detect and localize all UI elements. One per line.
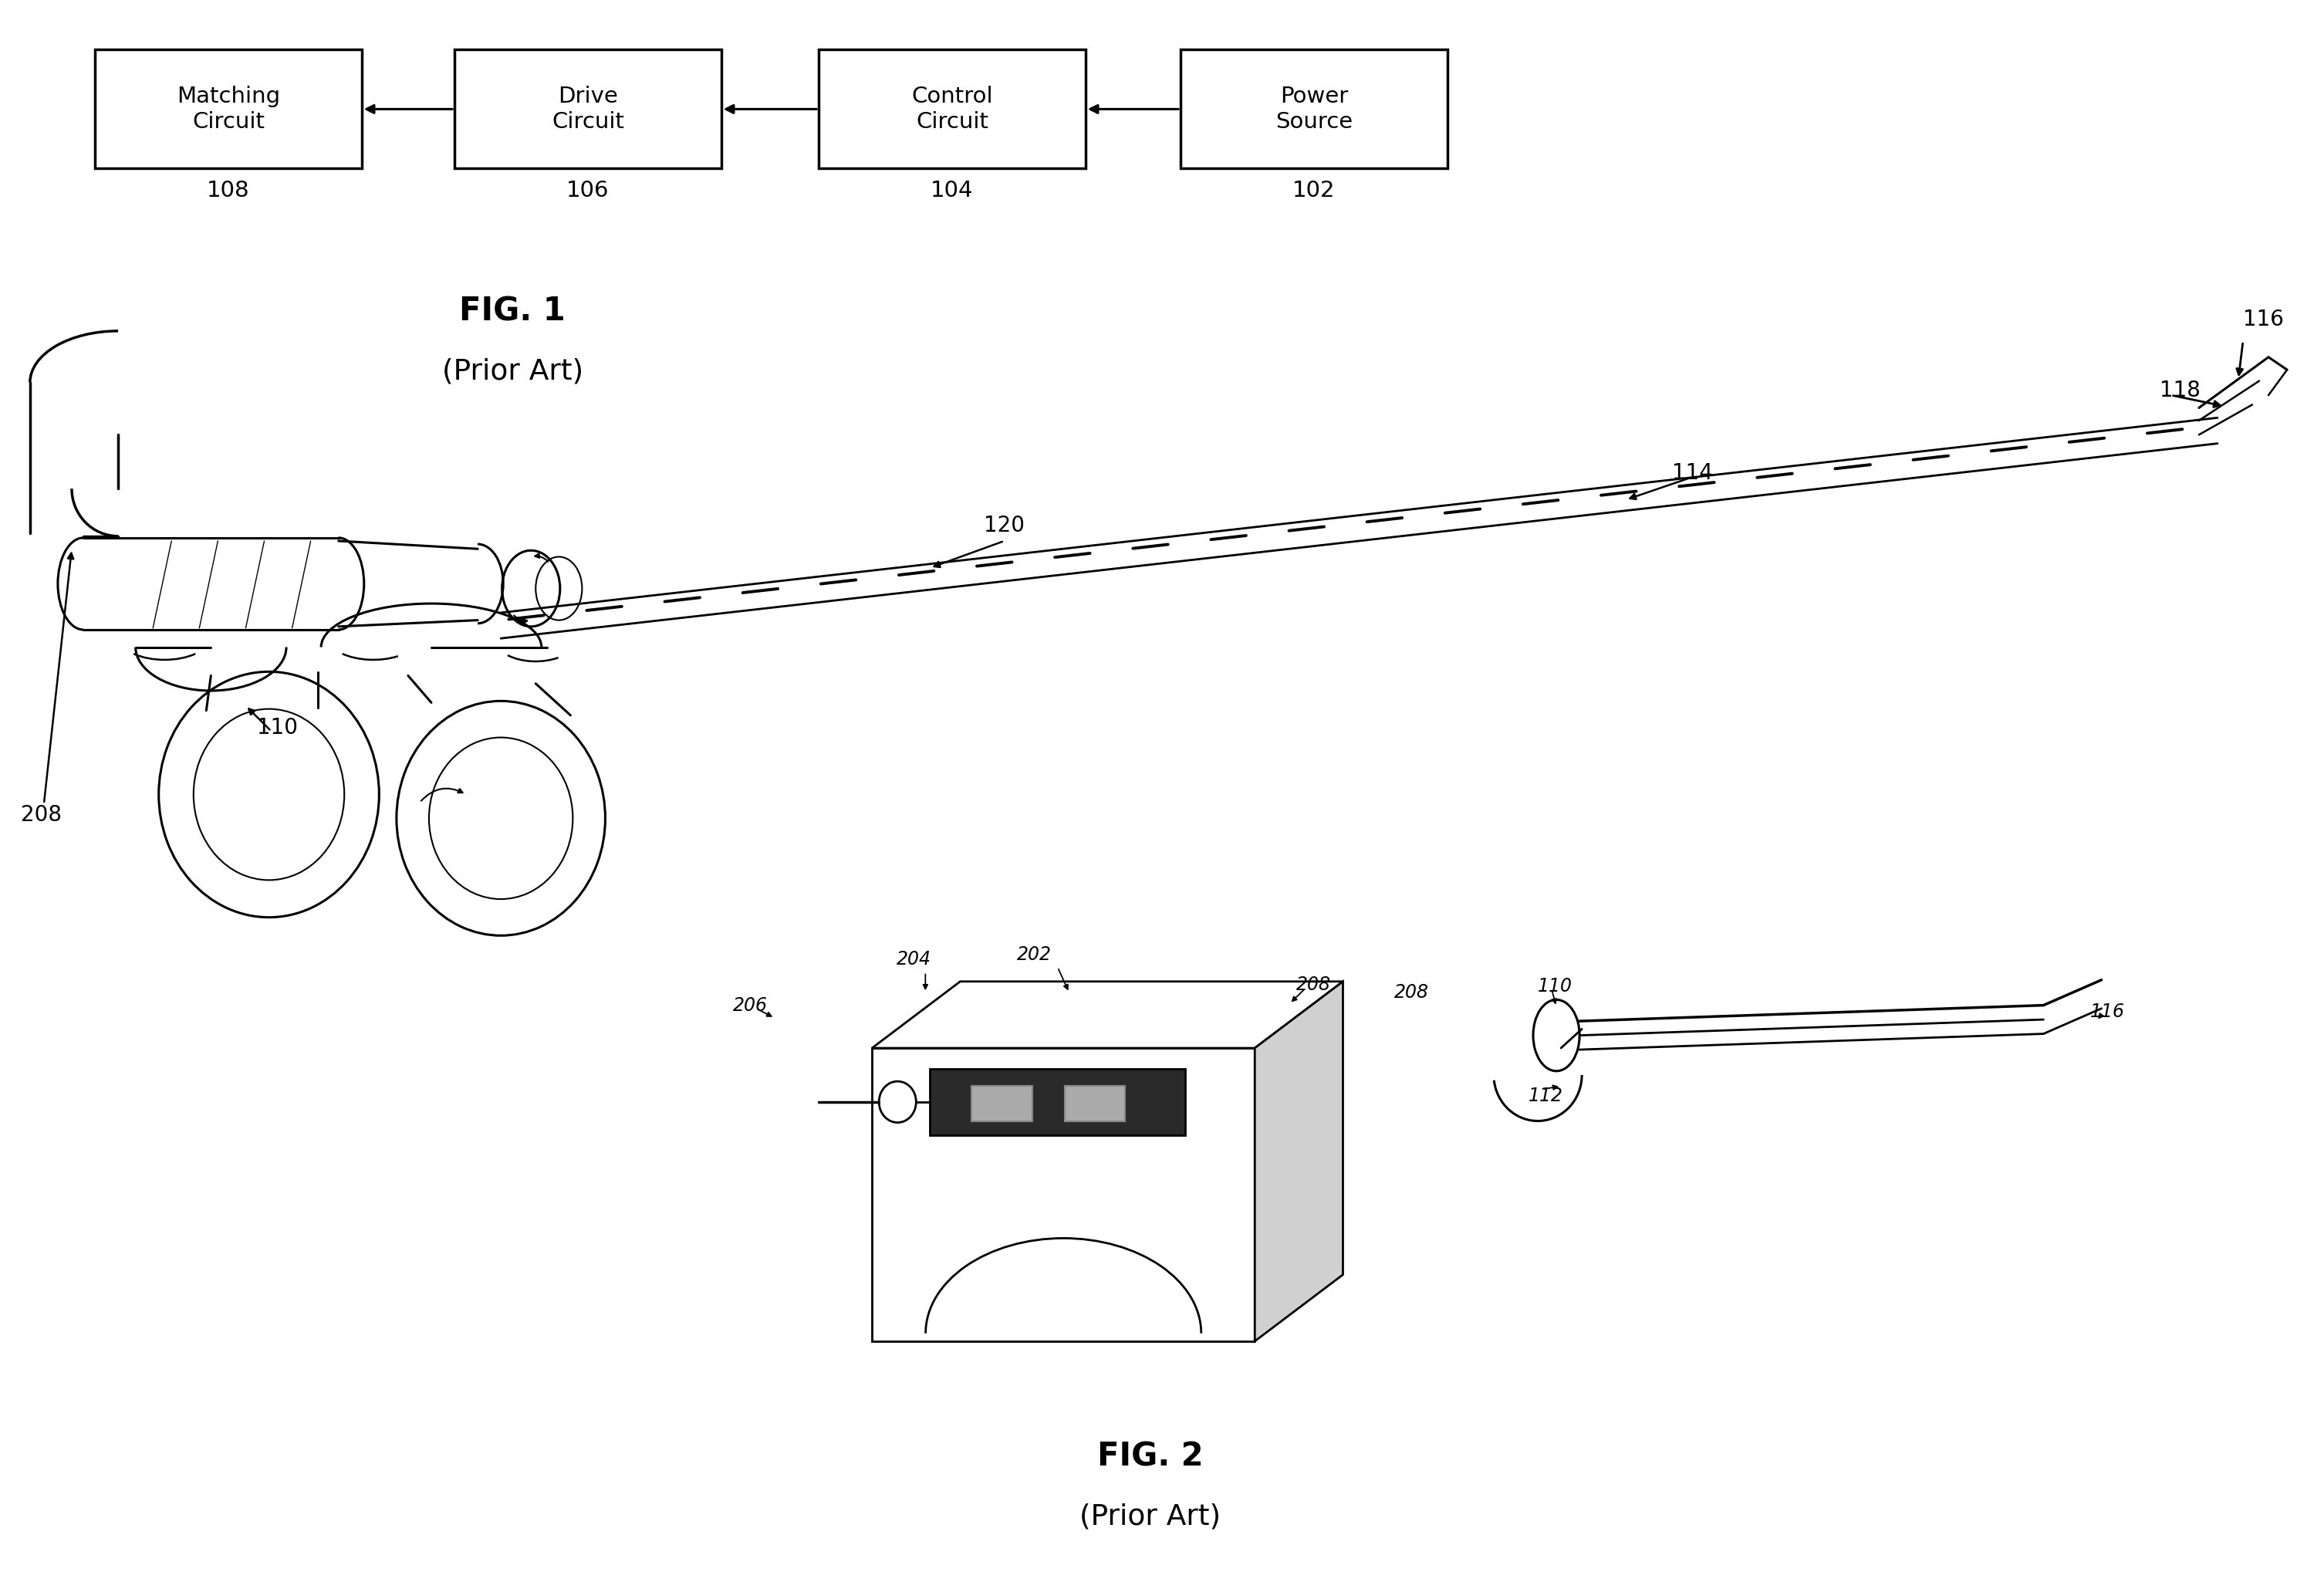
Text: (Prior Art): (Prior Art)	[442, 358, 583, 385]
FancyBboxPatch shape	[456, 49, 720, 168]
Text: 102: 102	[1292, 180, 1336, 202]
Text: FIG. 2: FIG. 2	[1097, 1441, 1204, 1473]
Text: 106: 106	[567, 180, 609, 202]
Text: Power
Source: Power Source	[1276, 86, 1353, 132]
Text: 110: 110	[1538, 977, 1573, 996]
FancyBboxPatch shape	[1181, 49, 1448, 168]
Text: 110: 110	[258, 717, 297, 739]
Text: Matching
Circuit: Matching Circuit	[177, 86, 281, 132]
Text: 112: 112	[1529, 1087, 1564, 1104]
Text: 104: 104	[930, 180, 974, 202]
Bar	[971, 1087, 1032, 1120]
Polygon shape	[872, 982, 1343, 1049]
Text: 208: 208	[21, 804, 63, 826]
Text: 118: 118	[2159, 380, 2201, 400]
Text: Drive
Circuit: Drive Circuit	[551, 86, 625, 132]
FancyBboxPatch shape	[95, 49, 363, 168]
Text: 206: 206	[732, 996, 767, 1014]
Bar	[872, 1049, 1255, 1341]
Text: FIG. 1: FIG. 1	[460, 296, 565, 327]
Polygon shape	[1255, 982, 1343, 1341]
Text: 208: 208	[1297, 976, 1332, 995]
Text: 116: 116	[2243, 308, 2284, 331]
Text: Control
Circuit: Control Circuit	[911, 86, 992, 132]
Text: 116: 116	[2089, 1003, 2124, 1020]
FancyBboxPatch shape	[818, 49, 1085, 168]
Text: 208: 208	[1394, 984, 1429, 1001]
Text: 202: 202	[1018, 945, 1053, 965]
Bar	[1064, 1087, 1125, 1120]
Text: 108: 108	[207, 180, 249, 202]
Text: 204: 204	[897, 950, 932, 969]
Text: 120: 120	[983, 515, 1025, 535]
Bar	[930, 1069, 1185, 1135]
Text: 114: 114	[1673, 462, 1713, 483]
Text: (Prior Art): (Prior Art)	[1081, 1503, 1220, 1532]
